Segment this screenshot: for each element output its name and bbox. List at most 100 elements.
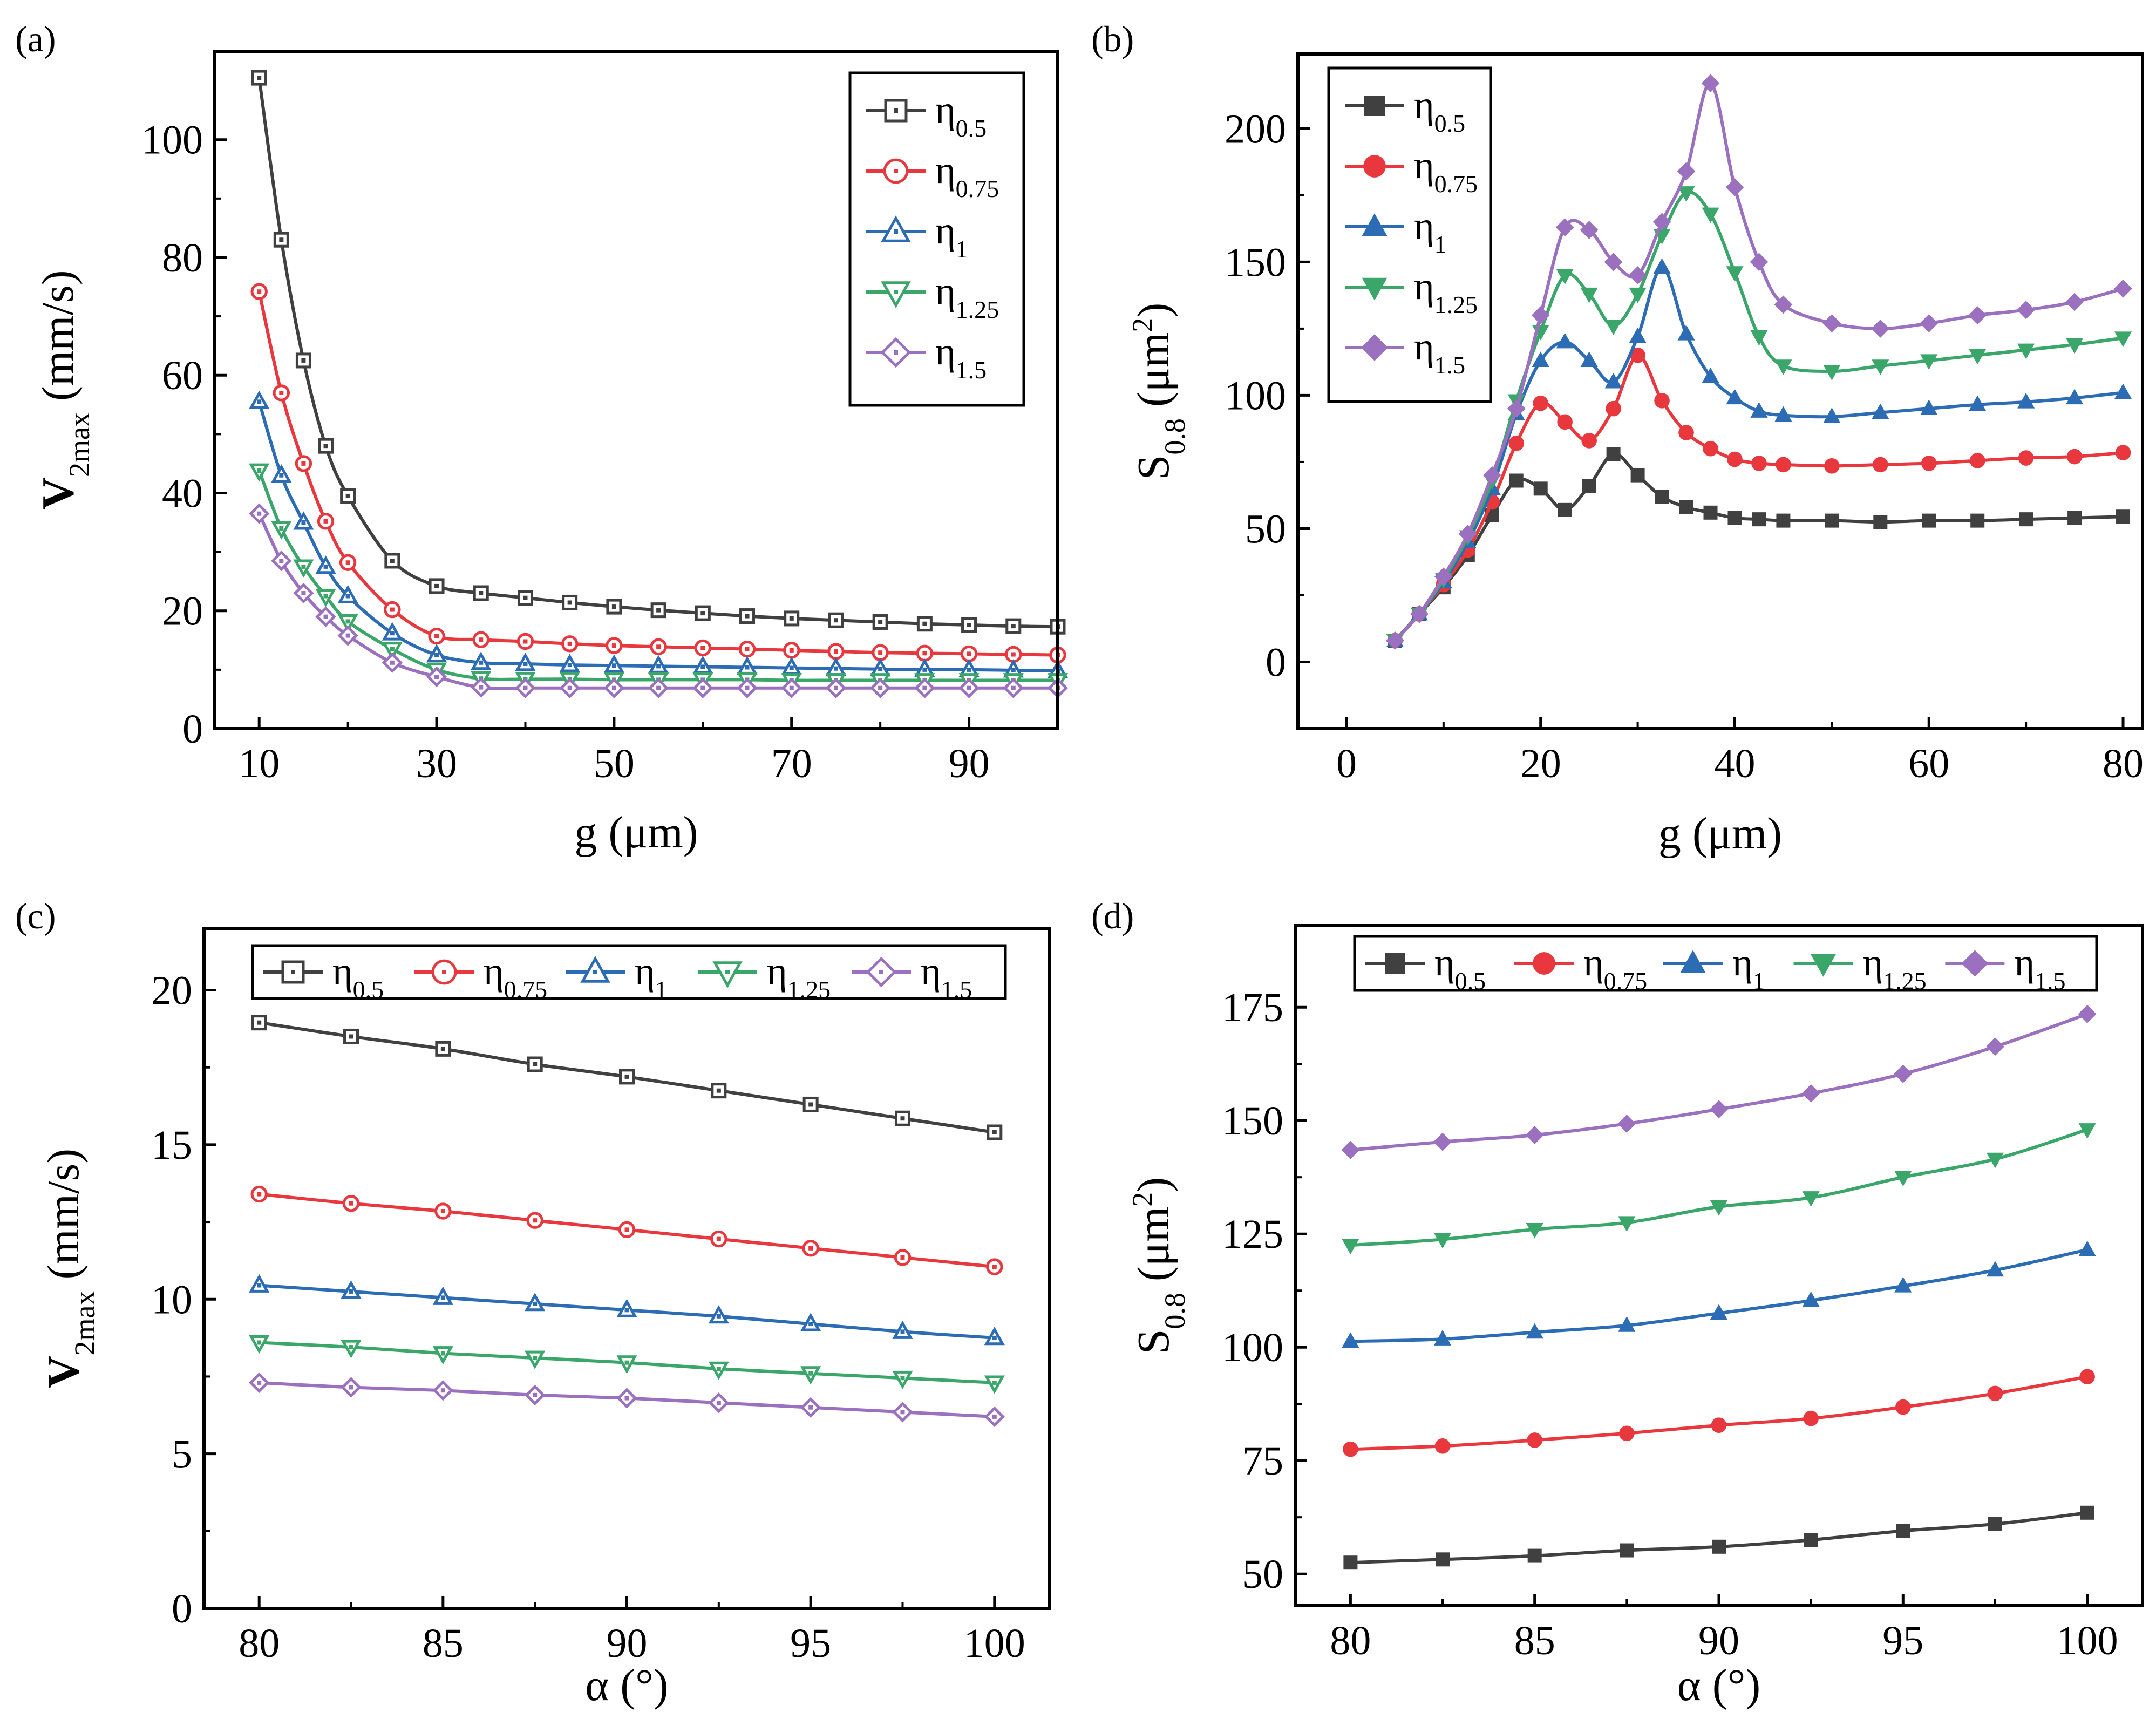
x-tick-label: 10	[239, 741, 280, 786]
data-point	[1619, 1425, 1635, 1442]
data-point	[1604, 320, 1622, 335]
legend-item-eta_1: η1	[566, 949, 668, 1003]
x-axis-label: g (μm)	[574, 807, 698, 858]
data-point	[271, 521, 292, 540]
data-point	[2017, 343, 2035, 359]
data-point	[2114, 383, 2132, 399]
x-tick-label: 80	[1330, 1618, 1371, 1663]
y-tick-label: 200	[1225, 106, 1286, 152]
data-point	[739, 608, 756, 624]
data-point	[960, 645, 978, 663]
data-point	[1558, 502, 1572, 517]
legend-item-eta_0.5: η0.5	[1365, 941, 1486, 995]
data-point	[295, 455, 312, 472]
data-point	[1752, 512, 1766, 527]
data-point	[650, 602, 666, 619]
x-tick-label: 30	[416, 741, 457, 786]
data-point	[1702, 207, 1719, 223]
legend-label: η0.5	[1434, 941, 1486, 995]
x-tick-label: 80	[2103, 741, 2144, 786]
data-point	[1712, 1539, 1726, 1554]
data-point	[2078, 1240, 2096, 1256]
data-point	[1482, 466, 1501, 485]
y-tick-label: 10	[151, 1277, 192, 1322]
y-tick-label: 125	[1222, 1212, 1283, 1257]
panel-label: (c)	[15, 895, 56, 936]
data-point	[616, 1355, 637, 1374]
legend-item-eta_0.5: η0.5	[1345, 83, 1465, 137]
data-point	[517, 590, 533, 606]
data-point	[2019, 512, 2033, 527]
y-tick-label: 150	[1225, 240, 1286, 285]
data-point	[293, 582, 314, 604]
data-point	[2066, 338, 2084, 354]
data-point	[341, 1340, 362, 1358]
data-point	[1711, 1417, 1727, 1433]
x-tick-label: 40	[1714, 741, 1755, 786]
data-point	[1581, 433, 1597, 449]
data-point	[384, 601, 401, 619]
data-point	[1342, 1332, 1359, 1348]
plot-frame	[1294, 924, 2144, 1607]
data-point	[1823, 407, 1841, 423]
data-point	[432, 1286, 453, 1305]
data-point	[273, 384, 290, 402]
series-line	[1393, 266, 2124, 642]
data-point	[1655, 490, 1669, 504]
data-point	[616, 1388, 637, 1409]
data-point	[1628, 266, 1647, 284]
y-tick-label: 50	[1245, 506, 1286, 552]
data-point	[250, 283, 268, 300]
y-axis-label: S0.8 (μm2)	[1126, 1177, 1191, 1355]
data-point	[1434, 1438, 1451, 1454]
data-point	[1922, 513, 1936, 528]
data-point	[784, 610, 800, 627]
series-line	[1393, 452, 2124, 642]
data-point	[1343, 1441, 1358, 1457]
x-tick-label: 90	[607, 1621, 648, 1666]
data-point	[872, 614, 888, 630]
data-point	[1726, 266, 1744, 282]
series-line	[257, 401, 1058, 673]
legend-label: η1.25	[935, 269, 999, 323]
data-point	[1968, 306, 1987, 325]
data-point	[516, 633, 534, 650]
data-point	[1703, 440, 1718, 457]
y-tick-label: 75	[1242, 1438, 1283, 1484]
legend-label: η1.5	[1414, 325, 1465, 379]
data-point	[892, 1370, 913, 1390]
data-point	[1776, 513, 1791, 528]
data-point	[710, 1230, 727, 1248]
data-point	[1580, 221, 1599, 239]
data-point	[1823, 365, 1841, 381]
data-point	[802, 1240, 819, 1257]
series-eta_0.75	[1387, 348, 2131, 649]
legend-marker	[884, 99, 908, 123]
data-point	[1921, 456, 1937, 471]
data-point	[426, 643, 447, 663]
data-point	[694, 639, 712, 657]
y-tick-label: 150	[1222, 1098, 1283, 1144]
x-tick-label: 95	[1882, 1618, 1923, 1663]
series-eta_0.5	[251, 1015, 1003, 1140]
data-point	[1410, 604, 1429, 623]
data-point	[606, 599, 622, 615]
data-point	[872, 644, 889, 661]
data-point	[1617, 1115, 1636, 1133]
data-point	[618, 1221, 636, 1239]
data-point	[339, 554, 357, 571]
data-point	[1654, 392, 1670, 409]
data-point	[984, 1327, 1005, 1346]
y-tick-label: 50	[1242, 1552, 1283, 1597]
data-point	[1701, 74, 1720, 93]
data-point	[1343, 1555, 1358, 1570]
data-point	[1895, 1399, 1911, 1415]
data-point	[1341, 1140, 1360, 1159]
legend-label: η0.75	[1583, 941, 1647, 995]
data-point	[1750, 330, 1768, 346]
legend-marker	[431, 959, 457, 985]
data-point	[1969, 395, 1987, 411]
legend-item-eta_1.25: η1.25	[1345, 264, 1478, 318]
x-tick-label: 85	[423, 1621, 464, 1666]
data-point	[1986, 1261, 2004, 1277]
